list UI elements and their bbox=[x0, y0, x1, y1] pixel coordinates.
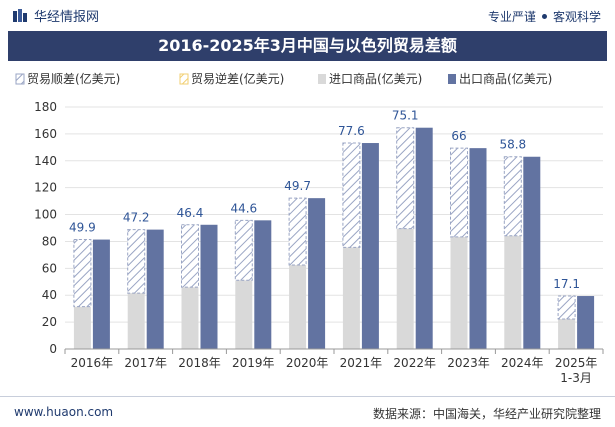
y-tick-label: 180 bbox=[34, 100, 57, 114]
category-group: 17.1 bbox=[553, 277, 595, 349]
y-tick-label: 60 bbox=[42, 261, 57, 275]
export-bar bbox=[92, 239, 110, 349]
surplus-bar bbox=[288, 197, 307, 266]
category-group: 66 bbox=[450, 129, 487, 349]
legend-item: 出口商品(亿美元) bbox=[448, 71, 552, 86]
category-group: 77.6 bbox=[338, 124, 379, 349]
y-tick-label: 40 bbox=[42, 288, 57, 302]
y-tick-label: 160 bbox=[34, 127, 57, 141]
y-axis: 0 20 40 60 80 100 120 140 160 180 bbox=[34, 100, 57, 356]
surplus-data-label: 75.1 bbox=[392, 109, 419, 123]
legend-swatch bbox=[179, 73, 189, 85]
export-bar bbox=[361, 143, 379, 349]
footer: www.huaon.com 数据来源：中国海关，华经产业研究院整理 bbox=[0, 396, 615, 427]
import-bar bbox=[235, 280, 253, 349]
footer-url: www.huaon.com bbox=[14, 405, 114, 419]
surplus-data-label: 66 bbox=[451, 129, 466, 143]
surplus-bar bbox=[127, 229, 146, 294]
brand-name: 华经情报网 bbox=[34, 10, 100, 25]
y-tick-label: 140 bbox=[34, 154, 57, 168]
legend-swatch bbox=[15, 73, 25, 85]
surplus-data-label: 44.6 bbox=[230, 201, 257, 215]
surplus-data-label: 49.7 bbox=[284, 179, 311, 193]
y-tick-label: 0 bbox=[49, 342, 57, 356]
legend-swatch bbox=[318, 74, 326, 84]
chart-legend: 贸易顺差(亿美元) 贸易逆差(亿美元) 进口商品(亿美元) 出口商品(亿美元) bbox=[15, 71, 552, 86]
category-group: 75.1 bbox=[392, 109, 433, 350]
import-bar bbox=[396, 228, 414, 349]
slogan-right: 客观科学 bbox=[552, 10, 601, 24]
x-tick-label: 2017年 bbox=[124, 356, 167, 370]
import-bar bbox=[127, 293, 145, 349]
export-bar bbox=[254, 220, 272, 349]
bars: 49.9 47.2 46.4 44.6 49.7 77.6 75.1 66 58.8 17.1 bbox=[69, 109, 595, 350]
legend-item: 贸易顺差(亿美元) bbox=[15, 71, 120, 86]
import-bar bbox=[504, 235, 522, 349]
export-bar bbox=[469, 148, 487, 349]
x-axis: 2016年 2017年 2018年 2019年 2020年 2021年 2022年 2023年… bbox=[64, 348, 604, 385]
surplus-bar bbox=[342, 142, 361, 248]
export-bar bbox=[415, 127, 433, 350]
surplus-bar bbox=[234, 219, 253, 281]
export-bar bbox=[577, 296, 595, 349]
legend-label: 进口商品(亿美元) bbox=[329, 71, 422, 86]
import-bar bbox=[73, 306, 91, 349]
footer-source: 数据来源：中国海关，华经产业研究院整理 bbox=[372, 407, 601, 421]
legend-label: 贸易逆差(亿美元) bbox=[191, 71, 284, 86]
surplus-bar bbox=[73, 239, 92, 308]
import-bar bbox=[181, 287, 199, 349]
x-tick-label: 2024年 bbox=[501, 356, 544, 370]
import-bar bbox=[289, 264, 307, 349]
surplus-data-label: 46.4 bbox=[177, 206, 204, 220]
trade-balance-chart: 贸易顺差(亿美元) 贸易逆差(亿美元) 进口商品(亿美元) 出口商品(亿美元) 0 20… bbox=[15, 71, 604, 385]
x-tick-label: 2021年 bbox=[340, 356, 383, 370]
category-group: 47.2 bbox=[123, 211, 164, 349]
category-group: 58.8 bbox=[499, 138, 541, 349]
surplus-data-label: 77.6 bbox=[338, 124, 365, 138]
import-bar bbox=[342, 247, 360, 349]
x-tick-label: 2025年 1-3月 bbox=[555, 356, 598, 385]
import-bar bbox=[450, 236, 468, 349]
legend-item: 进口商品(亿美元) bbox=[318, 71, 422, 86]
x-tick-label: 2022年 bbox=[393, 356, 436, 370]
surplus-bar bbox=[181, 224, 199, 288]
y-tick-label: 20 bbox=[42, 315, 57, 329]
brand-logo-icon bbox=[13, 8, 27, 22]
slogan-dot-icon bbox=[541, 14, 547, 19]
surplus-bar bbox=[503, 156, 522, 237]
surplus-bar bbox=[396, 127, 415, 230]
y-tick-label: 80 bbox=[42, 234, 57, 248]
category-group: 49.7 bbox=[284, 179, 326, 349]
export-bar bbox=[523, 156, 541, 349]
legend-swatch bbox=[448, 74, 456, 84]
export-bar bbox=[308, 198, 326, 349]
category-group: 44.6 bbox=[230, 201, 272, 349]
category-group: 46.4 bbox=[177, 206, 218, 349]
legend-item: 贸易逆差(亿美元) bbox=[179, 71, 284, 86]
import-bar bbox=[558, 319, 576, 349]
surplus-data-label: 47.2 bbox=[123, 211, 150, 225]
chart-title: 2016-2025年3月中国与以色列贸易差额 bbox=[8, 31, 607, 61]
surplus-data-label: 58.8 bbox=[499, 138, 526, 152]
x-tick-label: 2023年 bbox=[447, 356, 490, 370]
x-tick-label: 2019年 bbox=[232, 356, 275, 370]
y-tick-label: 100 bbox=[34, 208, 57, 222]
export-bar bbox=[146, 229, 164, 349]
slogan-left: 专业严谨 bbox=[487, 10, 536, 24]
x-tick-label: 2020年 bbox=[286, 356, 329, 370]
x-tick-label: 2018年 bbox=[178, 356, 221, 370]
brand: 华经情报网 bbox=[12, 6, 99, 25]
export-bar bbox=[200, 224, 218, 349]
legend-label: 贸易顺差(亿美元) bbox=[27, 71, 120, 86]
slogan: 专业严谨 客观科学 bbox=[488, 8, 601, 25]
surplus-data-label: 17.1 bbox=[553, 277, 580, 291]
category-group: 49.9 bbox=[69, 221, 110, 349]
x-tick-label: 2016年 bbox=[71, 356, 114, 370]
surplus-bar bbox=[450, 147, 468, 238]
legend-label: 出口商品(亿美元) bbox=[459, 71, 552, 86]
surplus-data-label: 49.9 bbox=[69, 221, 96, 235]
y-tick-label: 120 bbox=[34, 181, 57, 195]
surplus-bar bbox=[557, 295, 576, 320]
top-bar: 华经情报网 专业严谨 客观科学 bbox=[0, 0, 615, 30]
